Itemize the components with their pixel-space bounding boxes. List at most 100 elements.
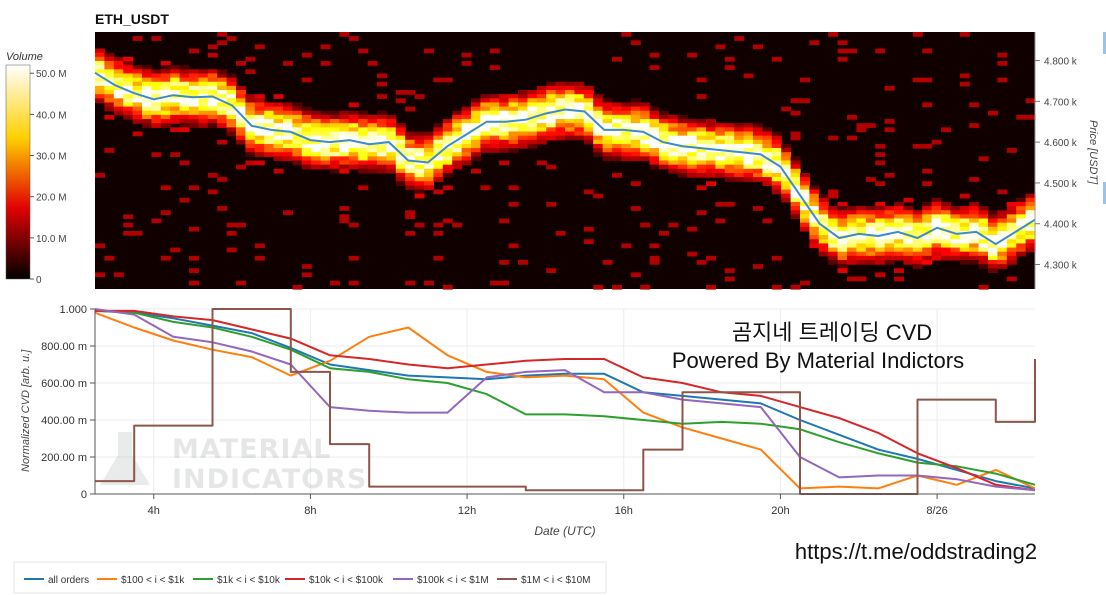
heatmap-cell — [546, 268, 557, 274]
heatmap-cell — [884, 259, 895, 265]
heatmap-cell — [640, 106, 651, 112]
heatmap-cell — [677, 135, 688, 141]
heatmap-cell — [922, 214, 933, 220]
cvd-plot-area — [95, 309, 1035, 494]
heatmap-cell — [518, 127, 528, 133]
heatmap-cell — [790, 210, 801, 215]
heatmap-cell — [931, 139, 942, 145]
heatmap-cell — [593, 148, 604, 153]
heatmap-cell — [236, 61, 246, 66]
heatmap-cell — [734, 123, 745, 128]
heatmap-cell — [424, 280, 434, 286]
heatmap-cell — [988, 247, 998, 253]
heatmap-cell — [104, 85, 115, 91]
heatmap-cell — [687, 119, 698, 124]
colorbar-tick-label: 10.0 M — [36, 234, 67, 245]
heatmap-cell — [894, 276, 904, 282]
heatmap-cell — [734, 172, 745, 178]
series-line-1k_10k — [94, 309, 1036, 486]
heatmap-cell — [696, 94, 707, 99]
heatmap-cell — [433, 222, 444, 228]
heatmap-cell — [245, 98, 256, 104]
heatmap-cell — [668, 139, 679, 145]
heatmap-cell — [433, 156, 444, 162]
heatmap-cell — [847, 243, 857, 249]
heatmap-cell — [978, 230, 989, 236]
heatmap-cell — [433, 177, 444, 182]
heatmap-cell — [828, 243, 839, 249]
heatmap-cell — [593, 114, 604, 120]
heatmap-cell — [301, 77, 312, 83]
heatmap-cell — [142, 81, 152, 87]
heatmap-cell — [170, 69, 181, 75]
heatmap-cell — [997, 259, 1008, 265]
heatmap-cell — [847, 239, 857, 245]
heatmap-cell — [565, 131, 575, 137]
heatmap-cell — [602, 119, 613, 124]
heatmap-cell — [856, 239, 867, 245]
heatmap-cell — [142, 73, 152, 79]
heatmap-cell — [875, 48, 886, 54]
heatmap-cell — [489, 102, 500, 108]
heatmap-cell — [339, 32, 350, 37]
heatmap-cell — [339, 214, 350, 220]
heatmap-cell — [903, 259, 914, 265]
heatmap-cell — [377, 110, 387, 116]
toolbar-edge[interactable] — [1103, 182, 1106, 204]
heatmap-cell — [330, 148, 340, 153]
heatmap-cell — [837, 48, 848, 54]
heatmap-cell — [536, 85, 547, 91]
heatmap-cell — [828, 189, 839, 195]
heatmap-cell — [1025, 114, 1036, 120]
heatmap-cell — [762, 131, 773, 137]
heatmap-cell — [875, 218, 886, 224]
heatmap-cell — [151, 114, 162, 120]
heatmap-cell — [847, 235, 857, 240]
heatmap-cell — [875, 201, 886, 207]
heatmap-cell — [771, 177, 782, 182]
heatmap-cell — [1016, 235, 1027, 240]
heatmap-cell — [471, 131, 481, 137]
heatmap-cell — [395, 156, 406, 162]
heatmap-cell — [988, 235, 998, 240]
heatmap-cell — [884, 206, 895, 211]
heatmap-cell — [236, 135, 246, 141]
heatmap-cell — [724, 201, 735, 207]
heatmap-cell — [536, 139, 547, 145]
heatmap-cell — [696, 172, 707, 178]
heatmap-cell — [358, 152, 369, 157]
heatmap-cell — [113, 110, 124, 116]
heatmap-cell — [292, 119, 303, 124]
heatmap-cell — [283, 210, 293, 215]
heatmap-cell — [574, 81, 585, 87]
heatmap-cell — [715, 131, 726, 137]
toolbar-edge[interactable] — [1103, 32, 1106, 54]
heatmap-cell — [330, 127, 340, 133]
heatmap-cell — [771, 255, 782, 261]
heatmap-cell — [800, 193, 810, 199]
heatmap-cell — [696, 168, 707, 174]
heatmap-cell — [856, 210, 867, 215]
heatmap-cell — [170, 119, 181, 124]
heatmap-cell — [395, 143, 406, 149]
heatmap-cell — [226, 81, 237, 87]
heatmap-cell — [659, 160, 669, 166]
telegram-link[interactable]: https://t.me/oddstrading2 — [795, 539, 1037, 564]
heatmap-cell — [649, 106, 660, 112]
heatmap-cell — [884, 172, 895, 178]
heatmap-cell — [894, 247, 904, 253]
heatmap-cell — [367, 148, 378, 153]
heatmap-cell — [762, 160, 773, 166]
heatmap-cell — [847, 206, 857, 211]
heatmap-cell — [508, 110, 519, 116]
heatmap-cell — [405, 210, 416, 215]
heatmap-cell — [330, 119, 340, 124]
heatmap-cell — [771, 156, 782, 162]
heatmap-cell — [160, 73, 171, 79]
heatmap-cell — [1016, 201, 1027, 207]
heatmap-cell — [621, 123, 632, 128]
heatmap-cell — [433, 139, 444, 145]
heatmap-cell — [339, 152, 350, 157]
heatmap-cell — [508, 94, 519, 99]
heatmap-cell — [395, 131, 406, 137]
